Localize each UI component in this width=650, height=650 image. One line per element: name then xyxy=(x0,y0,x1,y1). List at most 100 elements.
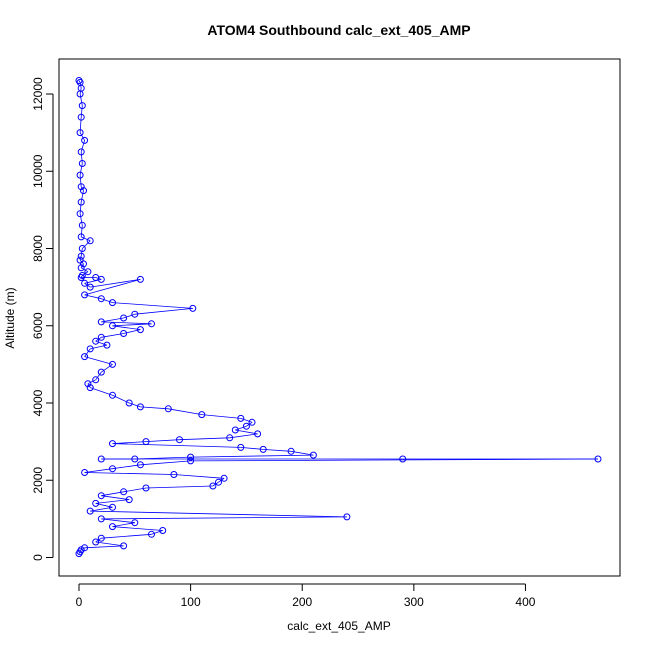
data-point xyxy=(148,530,155,538)
series-segment xyxy=(151,530,163,535)
data-point xyxy=(594,455,602,463)
data-point xyxy=(237,443,245,451)
series-segment xyxy=(101,518,135,524)
data-point xyxy=(142,484,150,492)
data-point xyxy=(198,411,206,419)
data-point xyxy=(86,507,94,515)
y-tick-label: 10000 xyxy=(31,154,45,188)
data-point xyxy=(189,304,197,312)
data-point xyxy=(81,136,89,144)
series-segment xyxy=(95,340,108,346)
data-point xyxy=(78,102,86,110)
x-tick-label: 300 xyxy=(404,595,424,609)
data-point xyxy=(97,295,105,303)
data-point xyxy=(164,405,172,413)
data-point xyxy=(159,527,167,534)
x-tick-label: 100 xyxy=(181,595,201,609)
x-tick-label: 400 xyxy=(515,595,535,609)
data-point xyxy=(97,333,105,341)
data-point xyxy=(81,291,89,299)
series-segment xyxy=(173,474,225,479)
data-point xyxy=(77,252,85,260)
series-segment xyxy=(101,364,113,373)
data-point xyxy=(77,183,85,191)
data-point xyxy=(343,513,351,521)
series-segment xyxy=(80,225,83,237)
data-point xyxy=(209,482,217,490)
series-segment xyxy=(79,117,82,133)
data-point xyxy=(109,465,116,473)
data-point xyxy=(77,274,85,281)
data-point xyxy=(220,474,228,482)
data-point xyxy=(97,368,105,376)
data-point xyxy=(97,515,105,523)
series-segment xyxy=(101,491,124,497)
data-point xyxy=(120,488,128,496)
series-segment xyxy=(101,333,124,338)
data-point xyxy=(399,455,407,463)
data-point xyxy=(259,445,267,453)
data-point xyxy=(242,422,250,430)
series-segment xyxy=(80,263,84,269)
data-point xyxy=(77,198,85,206)
plot-frame xyxy=(58,58,621,577)
series-segment xyxy=(90,506,113,512)
data-point xyxy=(109,391,116,399)
series-segment xyxy=(240,447,264,450)
series-segment xyxy=(79,163,83,176)
series-segment xyxy=(80,151,83,164)
series-segment xyxy=(79,132,85,141)
series-segment xyxy=(90,387,113,396)
series-segment xyxy=(129,402,141,408)
series-segment xyxy=(179,437,230,441)
data-point xyxy=(109,360,116,368)
series-segment xyxy=(190,458,599,462)
series-segment xyxy=(84,468,113,473)
data-point xyxy=(84,380,92,388)
data-point xyxy=(125,399,133,407)
series-segment xyxy=(84,356,113,365)
data-point xyxy=(81,279,89,287)
y-tick-label: 6000 xyxy=(31,312,45,339)
data-point xyxy=(136,275,144,283)
data-point xyxy=(237,414,245,422)
data-point xyxy=(78,221,86,229)
series-segment xyxy=(263,449,292,452)
data-point xyxy=(170,471,178,478)
y-axis: 0 2000 4000 6000 8000 10000 12000 xyxy=(31,77,54,561)
data-point xyxy=(287,447,295,455)
data-point xyxy=(97,455,105,463)
data-point xyxy=(215,478,222,486)
data-point xyxy=(77,233,85,241)
series-segment xyxy=(112,522,135,527)
data-point xyxy=(76,171,84,179)
data-point xyxy=(136,461,144,469)
series-segment xyxy=(95,499,130,504)
series-segment xyxy=(235,429,258,435)
series-segment xyxy=(123,487,147,493)
y-tick-label: 8000 xyxy=(31,235,45,262)
series-segment xyxy=(80,267,89,273)
data-point xyxy=(97,318,105,326)
data-point xyxy=(92,376,100,384)
data-point xyxy=(103,341,111,349)
series-segment xyxy=(112,441,147,444)
data-point xyxy=(131,519,139,527)
x-axis: 0 100 200 300 400 xyxy=(76,583,536,609)
series-segment xyxy=(112,443,241,448)
data-point xyxy=(148,320,155,328)
x-tick-label: 200 xyxy=(292,595,312,609)
data-point xyxy=(309,451,317,459)
y-axis-label: Altitude (m) xyxy=(3,287,17,348)
data-point xyxy=(86,283,94,291)
y-tick-label: 4000 xyxy=(31,389,45,416)
series-segment xyxy=(80,105,83,118)
series-segment xyxy=(84,545,124,549)
series-segment xyxy=(112,302,193,309)
data-point xyxy=(77,148,85,156)
series-segment xyxy=(82,240,91,249)
data-point xyxy=(92,538,100,546)
data-point xyxy=(76,90,84,98)
data-point xyxy=(120,314,128,322)
